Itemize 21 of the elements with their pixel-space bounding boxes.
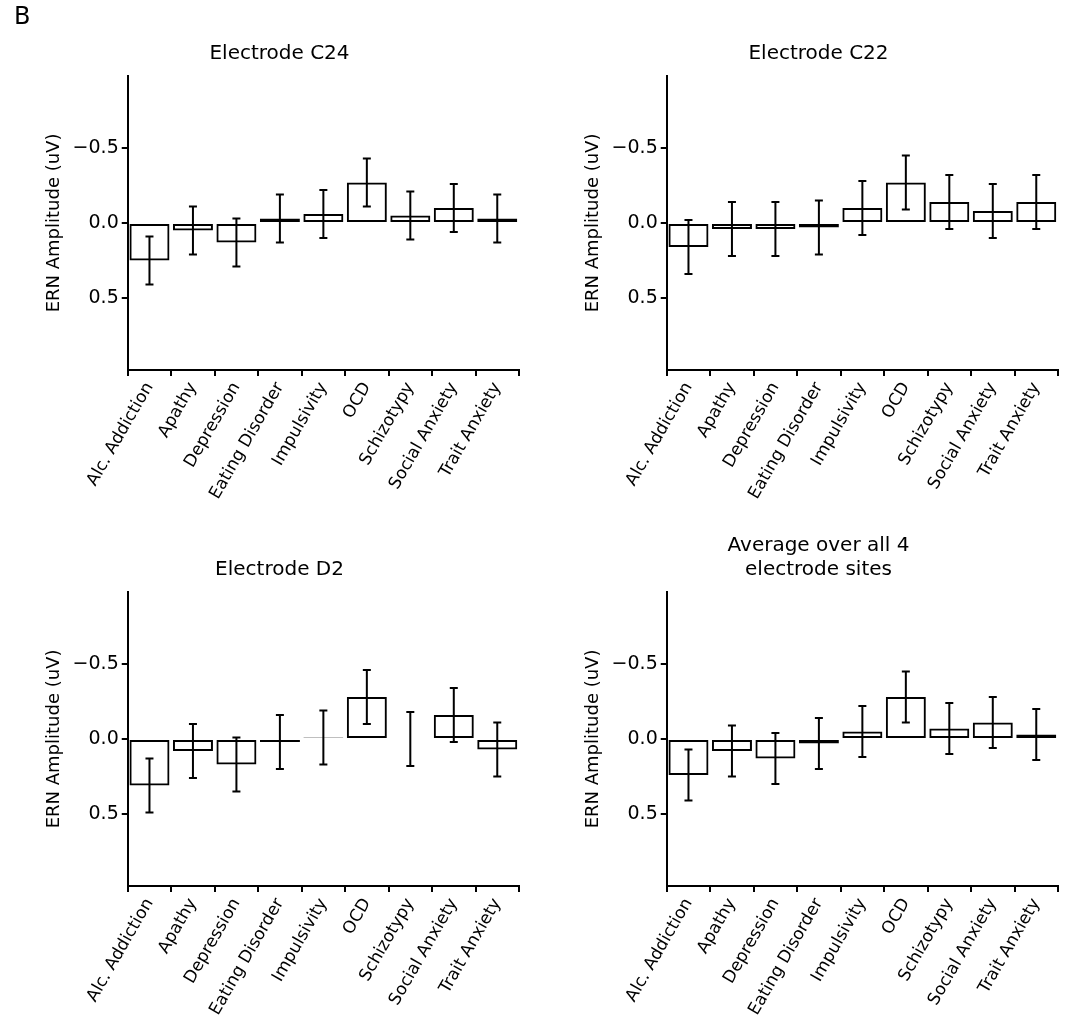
y-tick-label: −0.5 [611, 650, 658, 673]
y-tick-label: 0.0 [627, 725, 658, 748]
y-axis-title: ERN Amplitude (uV) [581, 133, 603, 313]
y-tick-label: 0.5 [627, 284, 658, 307]
chart-title: Electrode C22 [748, 40, 889, 65]
y-tick-label: −0.5 [611, 134, 658, 157]
y-tick-label: 0.0 [627, 209, 658, 232]
y-axis-title: ERN Amplitude (uV) [581, 649, 603, 829]
y-tick-label: −0.5 [72, 650, 119, 673]
text: B [14, 2, 31, 31]
y-tick-label: 0.0 [88, 209, 119, 232]
y-axis-title: ERN Amplitude (uV) [42, 649, 64, 829]
y-tick-label: −0.5 [72, 134, 119, 157]
chart-title: Average over all 4 electrode sites [727, 532, 910, 581]
y-tick-label: 0.5 [88, 800, 119, 823]
y-tick-label: 0.5 [88, 284, 119, 307]
y-tick-label: 0.0 [88, 725, 119, 748]
chart-title: Electrode C24 [209, 40, 350, 65]
y-tick-label: 0.5 [627, 800, 658, 823]
chart-title: Electrode D2 [215, 556, 344, 581]
y-axis-title: ERN Amplitude (uV) [42, 133, 64, 313]
